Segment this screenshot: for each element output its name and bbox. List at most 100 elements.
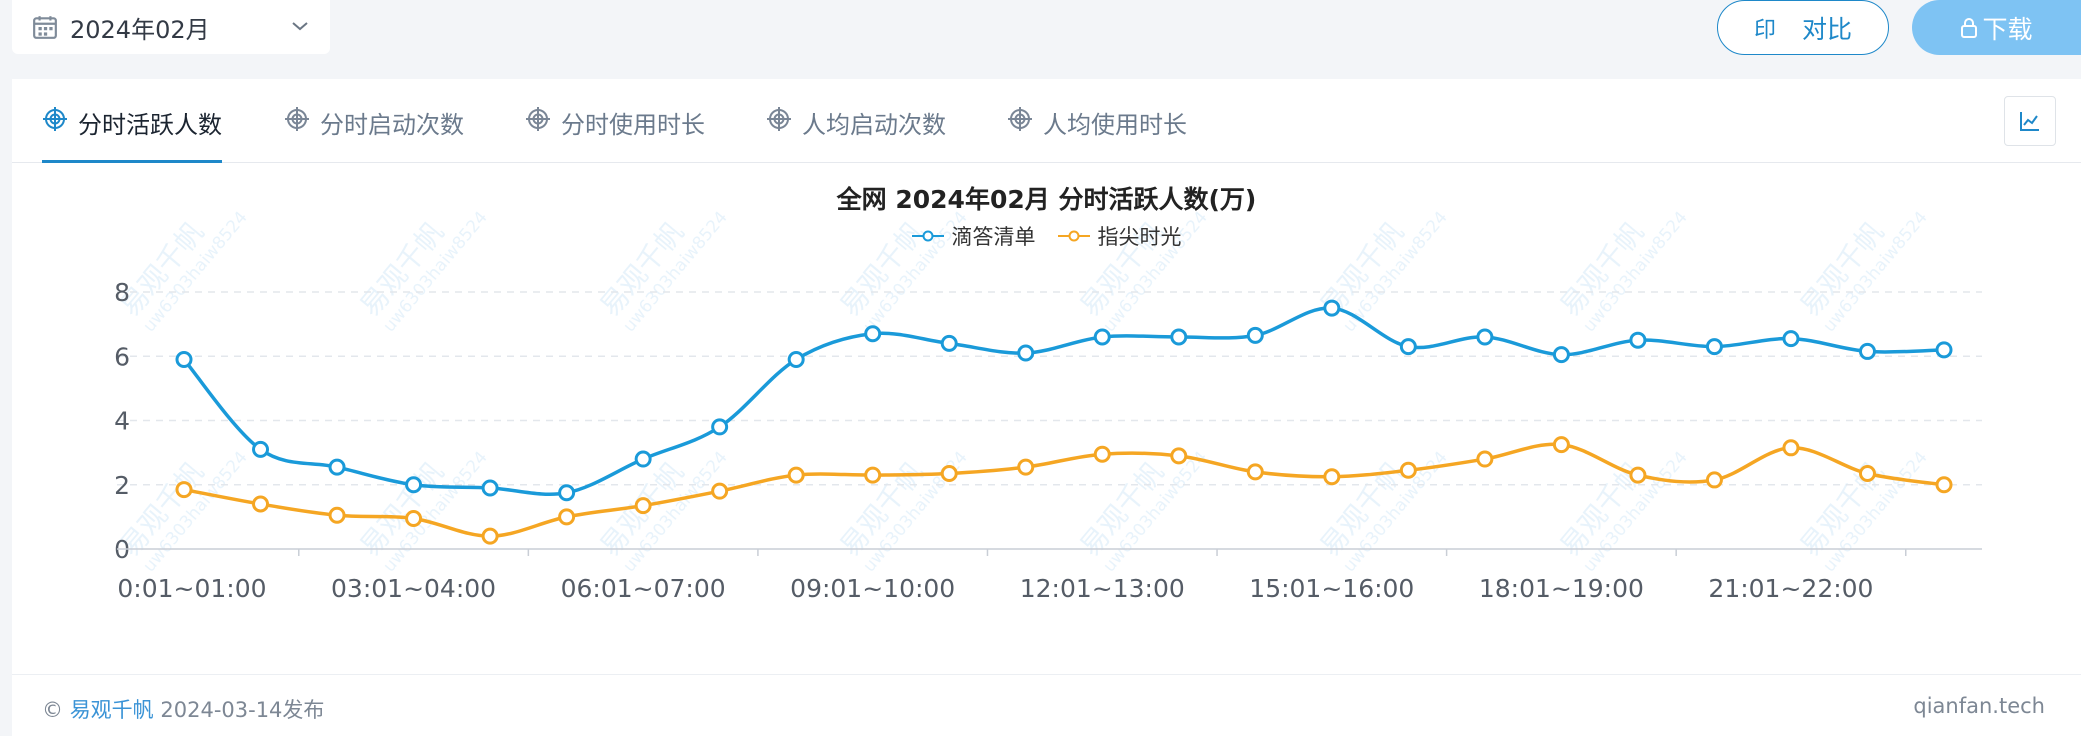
data-point <box>787 466 805 484</box>
x-tick-label: 15:01~16:00 <box>1249 574 1414 603</box>
chart-card: 分时活跃人数 分时启动次数 分时使用时长 <box>12 79 2081 736</box>
month-picker[interactable]: 2024年02月 <box>12 0 330 54</box>
tab-hourly-usage-duration[interactable]: 分时使用时长 <box>525 105 705 163</box>
y-tick-label: 2 <box>114 471 130 500</box>
x-tick-label: 18:01~19:00 <box>1479 574 1644 603</box>
data-point <box>1476 328 1494 346</box>
tab-label: 人均使用时长 <box>1043 111 1187 139</box>
x-tick-label: 00:01~01:00 <box>101 574 266 603</box>
data-point <box>328 458 346 476</box>
data-point <box>558 508 576 526</box>
metric-tabs: 分时活跃人数 分时启动次数 分时使用时长 <box>12 79 2081 163</box>
data-point <box>1782 330 1800 348</box>
data-point <box>1476 450 1494 468</box>
data-point <box>481 479 499 497</box>
data-point <box>252 440 270 458</box>
data-point <box>1246 463 1264 481</box>
tab-hourly-launches[interactable]: 分时启动次数 <box>284 105 464 163</box>
line-chart-icon <box>2020 112 2039 131</box>
series-line-2 <box>183 442 1945 538</box>
chart-legend: 滴答清单 指尖时光 <box>12 221 2081 251</box>
legend-label: 滴答清单 <box>951 225 1036 249</box>
data-point <box>1399 461 1417 479</box>
compare-icon: 印 <box>1753 17 1776 43</box>
x-tick-label: 21:01~22:00 <box>1708 574 1873 603</box>
data-point <box>864 325 882 343</box>
data-point <box>252 495 270 513</box>
legend-item-series-1[interactable]: 滴答清单 <box>911 221 1036 251</box>
data-point <box>481 527 499 545</box>
data-point <box>1705 338 1723 356</box>
data-point <box>1858 465 1876 483</box>
target-icon <box>43 107 67 131</box>
chart-title: 全网 2024年02月 分时活跃人数(万) <box>836 185 1257 214</box>
data-point <box>1552 436 1570 454</box>
y-tick-label: 6 <box>114 342 130 371</box>
data-point <box>1170 447 1188 465</box>
target-icon <box>767 107 791 131</box>
legend-label: 指尖时光 <box>1097 225 1182 249</box>
y-tick-label: 4 <box>114 407 130 436</box>
target-icon <box>526 107 550 131</box>
site-domain: qianfan.tech <box>1913 694 2045 718</box>
data-point <box>1629 466 1647 484</box>
lock-icon <box>1961 17 1978 38</box>
data-point <box>405 509 423 527</box>
download-label: 下载 <box>1982 14 2033 44</box>
y-tick-label: 8 <box>114 278 130 307</box>
tab-duration-per-user[interactable]: 人均使用时长 <box>1007 105 1187 163</box>
data-point <box>1935 341 1953 359</box>
footer: © 易观千帆 2024-03-14发布 qianfan.tech <box>12 674 2081 736</box>
data-point <box>1323 468 1341 486</box>
data-point <box>1705 471 1723 489</box>
tab-label: 分时使用时长 <box>561 111 705 139</box>
data-point <box>1323 299 1341 317</box>
copyright-symbol: © <box>42 698 63 722</box>
data-point <box>1246 326 1264 344</box>
calendar-icon <box>33 16 57 39</box>
data-point <box>1552 346 1570 364</box>
target-icon <box>285 107 309 131</box>
data-point <box>328 506 346 524</box>
publish-date: 2024-03-14发布 <box>160 698 325 722</box>
data-point <box>634 450 652 468</box>
chart-type-toggle-button[interactable] <box>2004 96 2056 146</box>
tab-label: 人均启动次数 <box>802 111 946 139</box>
tab-label: 分时活跃人数 <box>78 111 222 139</box>
data-point <box>1399 338 1417 356</box>
data-point <box>405 476 423 494</box>
data-point <box>1017 458 1035 476</box>
legend-item-series-2[interactable]: 指尖时光 <box>1057 221 1182 251</box>
data-point <box>940 334 958 352</box>
data-point <box>175 350 193 368</box>
data-point <box>634 497 652 515</box>
data-point <box>711 482 729 500</box>
download-button[interactable]: 下载 <box>1912 0 2081 55</box>
target-icon <box>1008 107 1032 131</box>
chevron-down-icon <box>292 22 308 31</box>
legend-marker-orange <box>1057 230 1090 242</box>
data-point <box>1782 439 1800 457</box>
tab-launches-per-user[interactable]: 人均启动次数 <box>766 105 946 163</box>
data-point <box>1093 328 1111 346</box>
data-point <box>1629 331 1647 349</box>
data-point <box>1093 445 1111 463</box>
legend-marker-blue <box>911 230 944 242</box>
data-point <box>1935 476 1953 494</box>
data-point <box>1170 328 1188 346</box>
data-point <box>1858 342 1876 360</box>
tab-hourly-active-users[interactable]: 分时活跃人数 <box>42 105 222 163</box>
data-point <box>787 350 805 368</box>
month-value: 2024年02月 <box>70 15 210 44</box>
data-point <box>1017 344 1035 362</box>
series-line-1 <box>182 306 1945 497</box>
footer-copyright: © 易观千帆 2024-03-14发布 <box>42 694 324 724</box>
x-tick-label: 09:01~10:00 <box>790 574 955 603</box>
data-point <box>175 481 193 499</box>
compare-button[interactable]: 印 对比 <box>1717 0 1889 55</box>
brand-link[interactable]: 易观千帆 <box>69 698 154 722</box>
data-point <box>558 484 576 502</box>
data-point <box>864 466 882 484</box>
data-point <box>711 418 729 436</box>
